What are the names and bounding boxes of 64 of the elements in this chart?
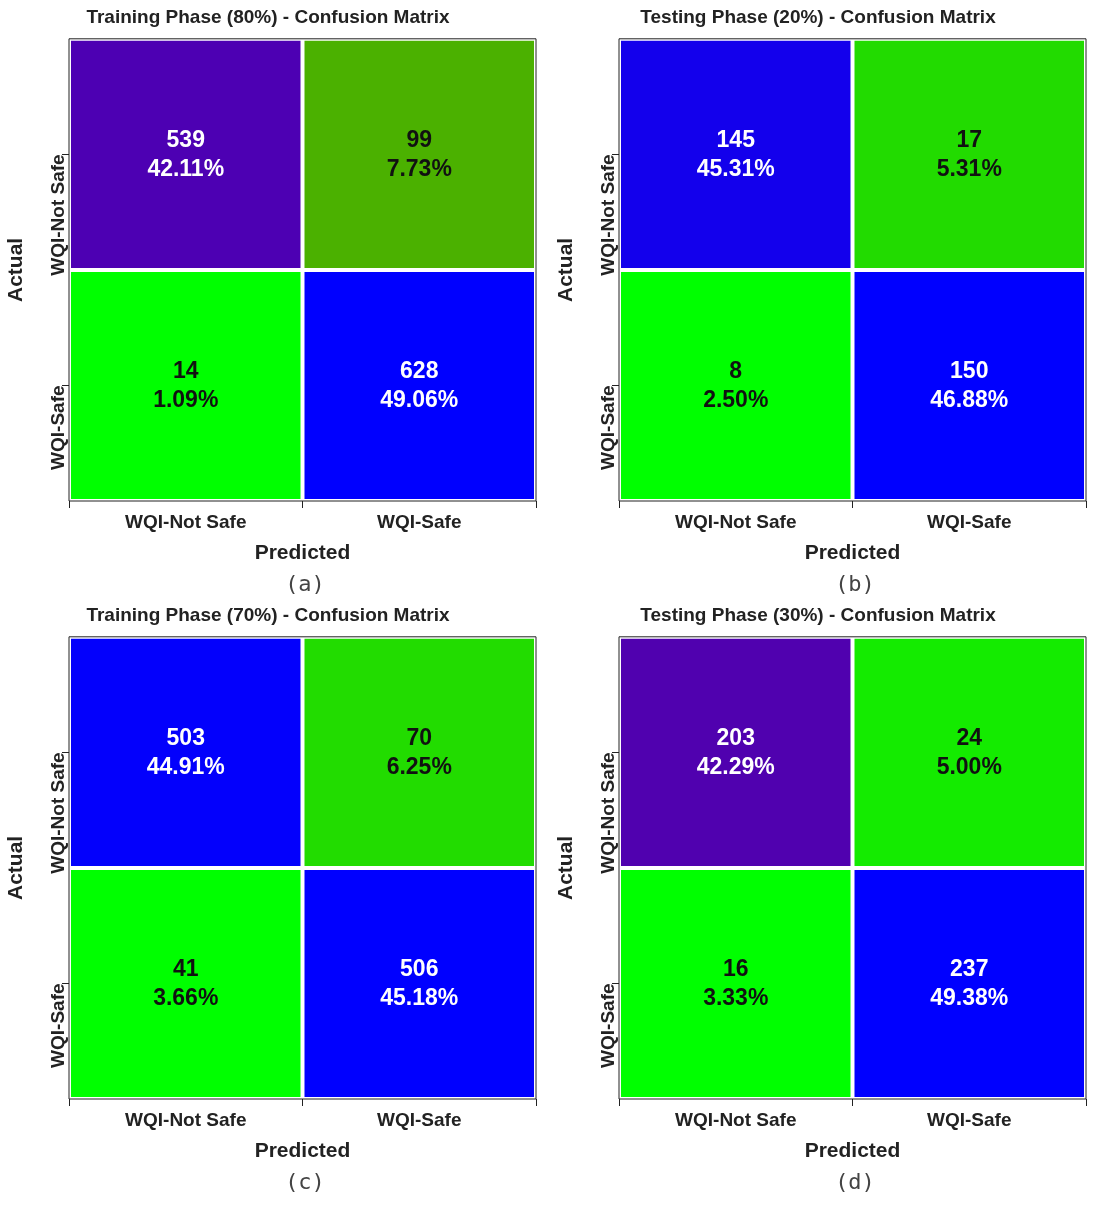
annotation: 5.00% — [936, 752, 1002, 779]
annotation: 49.38% — [930, 983, 1009, 1010]
y-tick-label: WQI-Not Safe — [47, 752, 69, 874]
x-tick-label: WQI-Not Safe — [125, 1108, 247, 1130]
annotation: 6.25% — [386, 752, 452, 779]
data-label: 17 — [956, 125, 983, 152]
annotation: 3.33% — [703, 983, 769, 1010]
annotation: 3.66% — [153, 983, 219, 1010]
text: (b) — [834, 570, 876, 598]
data-label: 203 — [716, 723, 755, 750]
data-label: 503 — [166, 723, 205, 750]
data-label: 16 — [722, 954, 749, 981]
annotation: 42.11% — [147, 154, 225, 181]
annotation: 7.73% — [386, 154, 452, 181]
text: (a) — [284, 570, 326, 598]
x-tick-label: WQI-Safe — [377, 1108, 462, 1130]
text: (d) — [834, 1168, 876, 1196]
chart-title: Training Phase (80%) - Confusion Matrix — [86, 5, 451, 27]
annotation: 2.50% — [703, 385, 769, 412]
data-label: 70 — [406, 723, 433, 750]
y-tick-label: WQI-Safe — [47, 983, 69, 1068]
data-label: 24 — [956, 723, 983, 750]
x-tick-label: WQI-Safe — [927, 510, 1012, 532]
y-tick-label: WQI-Not Safe — [597, 154, 619, 276]
data-label: 14 — [172, 356, 199, 383]
text: (c) — [284, 1168, 326, 1196]
y-axis-title: Actual — [553, 835, 577, 900]
chart-title: Testing Phase (30%) - Confusion Matrix — [640, 603, 997, 625]
annotation: 1.09% — [153, 385, 219, 412]
annotation: 46.88% — [930, 385, 1009, 412]
y-axis-title: Actual — [553, 237, 577, 302]
y-axis-title: Actual — [3, 835, 27, 900]
annotation: 45.18% — [380, 983, 459, 1010]
annotation: 45.31% — [696, 154, 775, 181]
data-label: 628 — [400, 356, 439, 383]
x-tick-label: WQI-Safe — [927, 1108, 1012, 1130]
chart-title: Testing Phase (20%) - Confusion Matrix — [640, 5, 997, 27]
data-label: 506 — [400, 954, 439, 981]
chart-title: Training Phase (70%) - Confusion Matrix — [86, 603, 451, 625]
annotation: 5.31% — [936, 154, 1002, 181]
data-label: 41 — [172, 954, 199, 981]
x-axis-title: Predicted — [254, 540, 351, 564]
y-tick-label: WQI-Safe — [597, 983, 619, 1068]
data-label: 8 — [729, 356, 743, 383]
y-tick-label: WQI-Not Safe — [597, 752, 619, 874]
data-label: 99 — [406, 125, 433, 152]
annotation: 44.91% — [146, 752, 225, 779]
y-tick-label: WQI-Safe — [47, 385, 69, 470]
y-axis-title: Actual — [3, 237, 27, 302]
x-tick-label: WQI-Not Safe — [675, 510, 797, 532]
data-label: 237 — [950, 954, 989, 981]
y-tick-label: WQI-Not Safe — [47, 154, 69, 276]
data-label: 145 — [716, 125, 756, 152]
x-tick-label: WQI-Not Safe — [125, 510, 247, 532]
data-label: 150 — [950, 356, 989, 383]
data-label: 539 — [166, 125, 205, 152]
x-axis-title: Predicted — [804, 540, 901, 564]
x-axis-title: Predicted — [254, 1138, 351, 1162]
y-tick-label: WQI-Safe — [597, 385, 619, 470]
x-axis-title: Predicted — [804, 1138, 901, 1162]
x-tick-label: WQI-Not Safe — [675, 1108, 797, 1130]
x-tick-label: WQI-Safe — [377, 510, 462, 532]
annotation: 49.06% — [380, 385, 459, 412]
annotation: 42.29% — [696, 752, 775, 779]
